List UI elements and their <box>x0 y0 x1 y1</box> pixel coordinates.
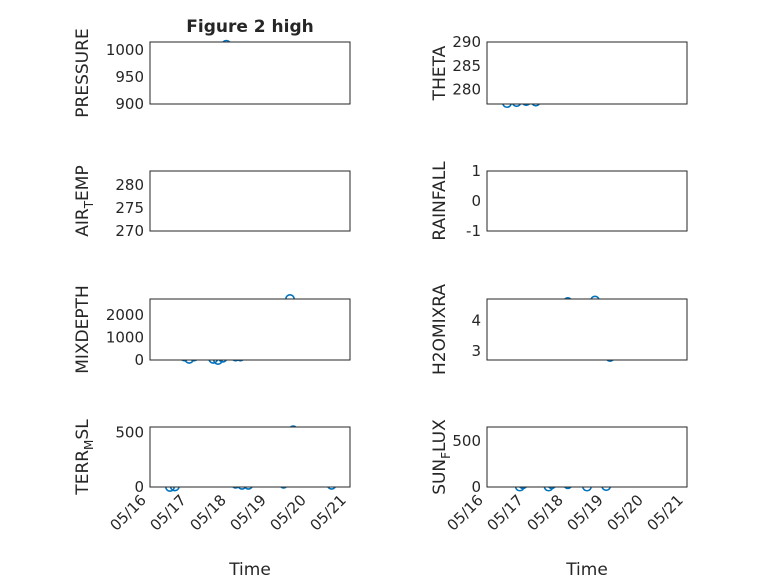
y-tick-label: 0 <box>471 478 481 496</box>
x-tick-label: 05/21 <box>307 491 350 534</box>
y-tick-label: 1000 <box>106 41 144 59</box>
y-tick-label: 900 <box>115 95 144 113</box>
y-axis-label: SUNFLUX <box>430 419 453 495</box>
axes-frame <box>486 298 688 361</box>
y-tick-label: 290 <box>452 33 481 51</box>
y-tick-label: 500 <box>115 423 144 441</box>
y-tick-label: 0 <box>471 192 481 210</box>
axes-frame <box>486 170 688 232</box>
y-tick-label: 280 <box>452 81 481 99</box>
y-tick-label: 4 <box>471 311 481 329</box>
axes-h2omixra: 3 4 H2OMIXRA <box>430 284 688 375</box>
y-axis-label: H2OMIXRA <box>430 284 450 375</box>
axes-frame <box>149 426 351 488</box>
x-tick-label: 05/16 <box>444 491 487 534</box>
y-tick-label: -1 <box>466 222 481 240</box>
y-axis-label: THETA <box>430 45 450 101</box>
y-tick-label: 280 <box>115 176 144 194</box>
x-tick-label: 05/19 <box>564 491 607 534</box>
y-axis-label: PRESSURE <box>73 28 93 117</box>
y-axis-label: RAINFALL <box>430 161 450 241</box>
x-tick-label: 05/21 <box>644 491 687 534</box>
chart-title: Figure 2 high <box>186 17 314 37</box>
axes-frame <box>149 41 351 105</box>
axes-frame <box>149 298 351 361</box>
y-tick-label: 950 <box>115 68 144 86</box>
y-tick-label: 2000 <box>106 306 144 324</box>
x-axis-label: Time <box>228 560 271 580</box>
x-tick-label: 05/17 <box>147 491 190 534</box>
y-tick-label: 0 <box>134 351 144 369</box>
y-tick-label: 270 <box>115 222 144 240</box>
axes-mixdepth: 0 1000 2000 MIXDEPTH <box>73 285 351 374</box>
x-tick-label: 05/20 <box>604 491 647 534</box>
axes-rainfall: -1 0 1 RAINFALL <box>430 161 688 241</box>
x-axis-label: Time <box>565 560 608 580</box>
x-tick-label: 05/19 <box>227 491 270 534</box>
y-tick-label: 1 <box>471 162 481 180</box>
x-tick-label: 05/20 <box>267 491 310 534</box>
y-axis-label: TERRMSL <box>73 419 96 496</box>
axes-frame <box>149 170 351 232</box>
x-tick-label: 05/18 <box>187 491 230 534</box>
y-axis-label: AIRTEMP <box>73 165 96 236</box>
y-tick-label: 285 <box>452 57 481 75</box>
axes-frame <box>486 426 688 488</box>
axes-air-temp: 270 275 280 AIRTEMP <box>73 165 351 240</box>
y-tick-label: 1000 <box>106 328 144 346</box>
x-tick-label: 05/18 <box>524 491 567 534</box>
axes-frame <box>486 41 688 105</box>
y-tick-label: 3 <box>471 342 481 360</box>
axes-pressure: 900 950 1000 PRESSURE Figure 2 high <box>73 17 351 118</box>
x-tick-label: 05/16 <box>107 491 150 534</box>
x-tick-label: 05/17 <box>484 491 527 534</box>
y-axis-label: MIXDEPTH <box>73 285 93 374</box>
y-tick-label: 275 <box>115 199 144 217</box>
y-tick-label: 500 <box>452 432 481 450</box>
y-tick-label: 0 <box>134 478 144 496</box>
